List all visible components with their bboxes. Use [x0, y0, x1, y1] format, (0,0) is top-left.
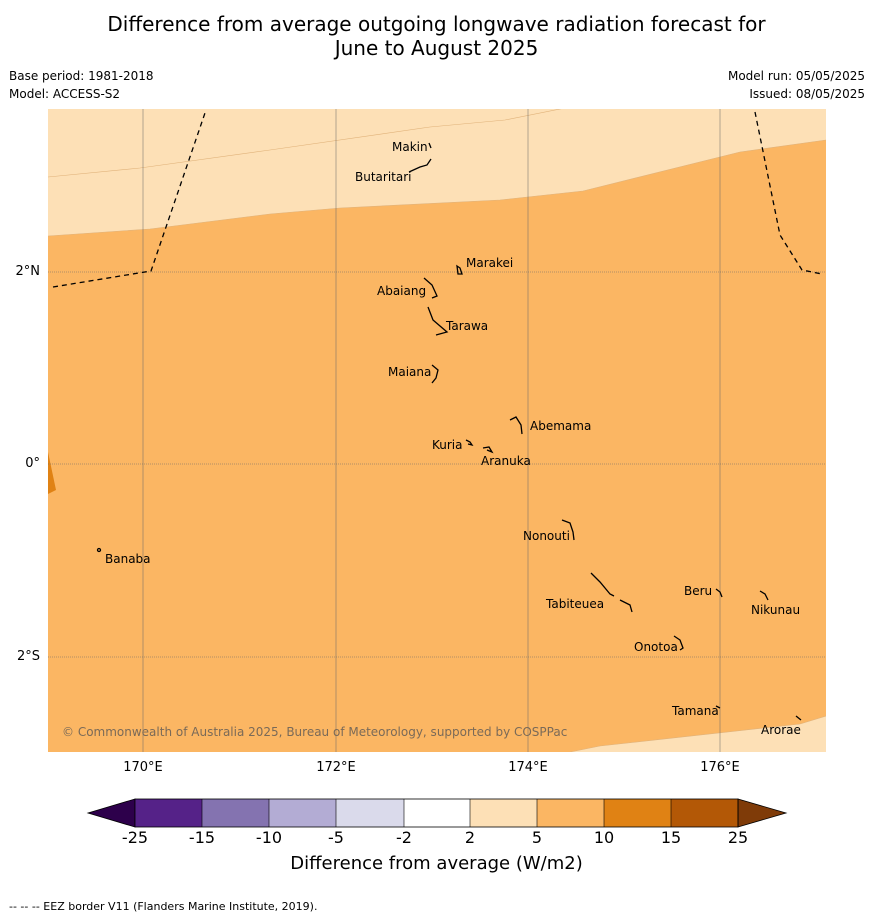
colorbar-tick: 5 — [531, 828, 543, 847]
island-label-arorae: Arorae — [761, 723, 801, 737]
meta-left: Base period: 1981-2018 Model: ACCESS-S2 — [9, 67, 154, 103]
anomaly-field-2-5-south — [570, 716, 826, 752]
title-line-1: Difference from average outgoing longwav… — [107, 12, 766, 36]
colorbar-tick: -2 — [396, 828, 412, 847]
colorbar-under-arrow — [86, 798, 136, 828]
island-label-makin: Makin — [392, 140, 428, 154]
island-label-abaiang: Abaiang — [377, 284, 426, 298]
island-label-tarawa: Tarawa — [445, 319, 488, 333]
colorbar-tick: -15 — [188, 828, 216, 847]
contour-line — [569, 715, 826, 752]
colorbar — [86, 798, 788, 828]
contour-line — [48, 139, 826, 237]
colorbar-tick: 25 — [727, 828, 749, 847]
island-label-tabiteuea: Tabiteuea — [545, 597, 604, 611]
colorbar-bin — [671, 799, 738, 827]
anomaly-field-10-15 — [48, 452, 56, 494]
island-label-marakei: Marakei — [466, 256, 513, 270]
anomaly-field-2-5-north — [48, 109, 826, 236]
colorbar-bin — [135, 799, 202, 827]
eez-border — [52, 109, 823, 288]
island-label-beru: Beru — [684, 584, 712, 598]
island-label-butaritari: Butaritari — [355, 170, 412, 184]
colorbar-bin — [604, 799, 671, 827]
meta-right: Model run: 05/05/2025 Issued: 08/05/2025 — [728, 67, 865, 103]
lat-label-0: 0° — [25, 456, 40, 471]
lat-label-2s: 2°S — [16, 649, 40, 664]
island-label-nikunau: Nikunau — [751, 603, 800, 617]
colorbar-tick: -25 — [121, 828, 149, 847]
lon-label-172e: 172°E — [316, 760, 356, 775]
colorbar-tick: -5 — [328, 828, 344, 847]
lon-label-176e: 176°E — [700, 760, 740, 775]
colorbar-bin — [202, 799, 269, 827]
colorbar-over-arrow — [737, 798, 788, 828]
colorbar-bin — [269, 799, 336, 827]
lat-label-2n: 2°N — [15, 264, 41, 279]
island-label-maiana: Maiana — [388, 365, 431, 379]
island-label-aranuka: Aranuka — [481, 454, 531, 468]
island-label-onotoa: Onotoa — [634, 640, 678, 654]
contour-line — [48, 109, 562, 178]
island-label-banaba: Banaba — [105, 552, 151, 566]
eez-footnote: -- -- -- EEZ border V11 (Flanders Marine… — [9, 900, 318, 913]
title-line-2: June to August 2025 — [334, 36, 539, 60]
island-label-kuria: Kuria — [432, 438, 463, 452]
colorbar-bin — [404, 799, 470, 827]
island-label-abemama: Abemama — [530, 419, 591, 433]
model-run: Model run: 05/05/2025 — [727, 69, 865, 83]
colorbar-bin — [537, 799, 604, 827]
colorbar-title: Difference from average (W/m2) — [290, 853, 583, 874]
colorbar-bin — [336, 799, 404, 827]
island-outlines — [96, 142, 802, 721]
graticule — [48, 109, 826, 752]
colorbar-tick: 2 — [464, 828, 476, 847]
colorbar-tick: 15 — [660, 828, 682, 847]
issued-date: Issued: 08/05/2025 — [749, 87, 865, 101]
colorbar-tick: 10 — [593, 828, 615, 847]
colorbar-tick: -10 — [255, 828, 283, 847]
map-title: Difference from average outgoing longwav… — [0, 12, 873, 60]
lon-label-174e: 174°E — [508, 760, 548, 775]
copyright-notice: © Commonwealth of Australia 2025, Bureau… — [62, 725, 567, 739]
island-label-nonouti: Nonouti — [523, 529, 570, 543]
colorbar-bin — [470, 799, 537, 827]
base-period: Base period: 1981-2018 — [9, 69, 154, 83]
model-name: Model: ACCESS-S2 — [9, 87, 121, 101]
island-label-tamana: Tamana — [671, 704, 719, 718]
lon-label-170e: 170°E — [123, 760, 163, 775]
